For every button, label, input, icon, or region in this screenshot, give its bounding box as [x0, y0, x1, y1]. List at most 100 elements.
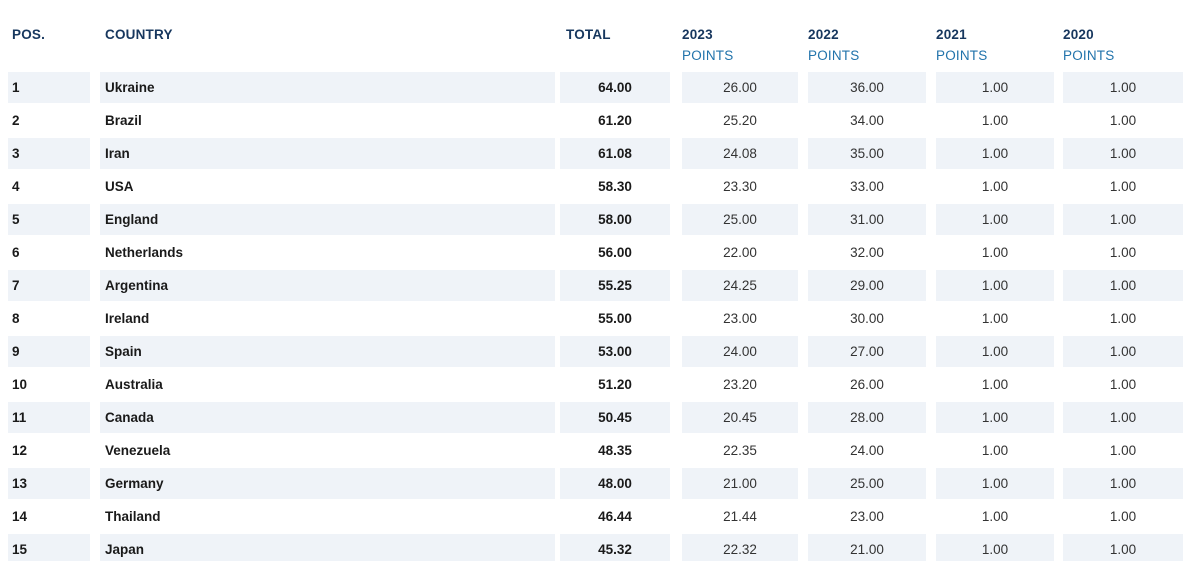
- total-points-cell: 58.30: [598, 179, 632, 194]
- total-points-cell: 56.00: [598, 245, 632, 260]
- points-2022-cell: 28.00: [808, 402, 926, 433]
- points-2020-cell: 1.00: [1109, 509, 1137, 524]
- table-row: 13 Germany 48.00 21.00 25.00 1.00 1.00: [0, 468, 1200, 499]
- column-header-2023-sublabel: POINTS: [682, 48, 734, 63]
- column-header-total-label: TOTAL: [566, 27, 611, 42]
- column-header-2023-points: 2023 POINTS: [682, 24, 798, 66]
- points-2020-cell: 1.00: [1063, 468, 1183, 499]
- points-2023-cell: 22.00: [723, 245, 757, 260]
- column-header-2021-points: 2021 POINTS: [936, 24, 1054, 66]
- table-row: 12 Venezuela 48.35 22.35 24.00 1.00 1.00: [0, 435, 1200, 466]
- points-2022-cell: 24.00: [850, 443, 884, 458]
- points-2023-cell: 25.00: [682, 204, 798, 235]
- points-2022-cell: 26.00: [850, 377, 884, 392]
- points-2022-cell: 33.00: [850, 179, 884, 194]
- points-2022-cell: 29.00: [808, 270, 926, 301]
- total-points-cell: 55.00: [598, 311, 632, 326]
- points-2021-cell: 1.00: [981, 245, 1009, 260]
- country-cell: Netherlands: [105, 245, 184, 260]
- position-cell: 2: [12, 113, 20, 128]
- points-2022-cell: 23.00: [850, 509, 884, 524]
- points-2020-cell: 1.00: [1109, 113, 1137, 128]
- total-points-cell: 61.20: [598, 113, 632, 128]
- points-2023-cell: 21.44: [723, 509, 757, 524]
- points-2023-cell: 26.00: [682, 72, 798, 103]
- table-row: 3 Iran 61.08 24.08 35.00 1.00 1.00: [0, 138, 1200, 169]
- table-row: 14 Thailand 46.44 21.44 23.00 1.00 1.00: [0, 501, 1200, 532]
- country-cell: Venezuela: [105, 443, 171, 458]
- table-row: 5 England 58.00 25.00 31.00 1.00 1.00: [0, 204, 1200, 235]
- total-points-cell: 45.32: [560, 534, 670, 561]
- points-2023-cell: 23.20: [723, 377, 757, 392]
- points-2023-cell: 22.35: [723, 443, 757, 458]
- position-cell: 4: [12, 179, 20, 194]
- position-cell: 12: [12, 443, 28, 458]
- total-points-cell: 50.45: [560, 402, 670, 433]
- points-2021-cell: 1.00: [936, 270, 1054, 301]
- column-header-country-label: COUNTRY: [105, 27, 173, 42]
- position-cell: 7: [8, 270, 90, 301]
- points-2020-cell: 1.00: [1063, 402, 1183, 433]
- points-2023-cell: 22.32: [682, 534, 798, 561]
- points-2020-cell: 1.00: [1063, 72, 1183, 103]
- points-2020-cell: 1.00: [1109, 443, 1137, 458]
- table-row: 1 Ukraine 64.00 26.00 36.00 1.00 1.00: [0, 72, 1200, 103]
- table-row: 4 USA 58.30 23.30 33.00 1.00 1.00: [0, 171, 1200, 202]
- points-2021-cell: 1.00: [981, 443, 1009, 458]
- points-2021-cell: 1.00: [981, 113, 1009, 128]
- country-cell: Canada: [100, 402, 555, 433]
- table-row: 2 Brazil 61.20 25.20 34.00 1.00 1.00: [0, 105, 1200, 136]
- column-header-2023-year: 2023: [682, 27, 713, 42]
- total-points-cell: 64.00: [560, 72, 670, 103]
- points-2021-cell: 1.00: [936, 336, 1054, 367]
- points-2022-cell: 30.00: [850, 311, 884, 326]
- points-2021-cell: 1.00: [936, 402, 1054, 433]
- table-row: 11 Canada 50.45 20.45 28.00 1.00 1.00: [0, 402, 1200, 433]
- points-2020-cell: 1.00: [1063, 534, 1183, 561]
- position-cell: 9: [8, 336, 90, 367]
- table-row: 7 Argentina 55.25 24.25 29.00 1.00 1.00: [0, 270, 1200, 301]
- points-2022-cell: 21.00: [808, 534, 926, 561]
- column-header-2021-year: 2021: [936, 27, 967, 42]
- points-2023-cell: 24.25: [682, 270, 798, 301]
- column-header-2020-points: 2020 POINTS: [1063, 24, 1183, 66]
- country-cell: Japan: [100, 534, 555, 561]
- country-cell: Argentina: [100, 270, 555, 301]
- points-2022-cell: 32.00: [850, 245, 884, 260]
- points-2021-cell: 1.00: [981, 311, 1009, 326]
- points-2023-cell: 21.00: [682, 468, 798, 499]
- column-header-2022-year: 2022: [808, 27, 839, 42]
- points-2023-cell: 20.45: [682, 402, 798, 433]
- points-2021-cell: 1.00: [936, 534, 1054, 561]
- points-2023-cell: 25.20: [723, 113, 757, 128]
- table-body: 1 Ukraine 64.00 26.00 36.00 1.00 1.00 2 …: [0, 72, 1200, 561]
- country-cell: USA: [105, 179, 134, 194]
- position-cell: 8: [12, 311, 20, 326]
- total-points-cell: 48.00: [560, 468, 670, 499]
- points-2021-cell: 1.00: [936, 72, 1054, 103]
- total-points-cell: 55.25: [560, 270, 670, 301]
- points-2020-cell: 1.00: [1063, 270, 1183, 301]
- country-cell: Thailand: [105, 509, 161, 524]
- country-cell: Australia: [105, 377, 163, 392]
- column-header-pos-label: POS.: [12, 27, 46, 42]
- position-cell: 1: [8, 72, 90, 103]
- column-header-pos: POS.: [8, 24, 90, 45]
- table-row: 10 Australia 51.20 23.20 26.00 1.00 1.00: [0, 369, 1200, 400]
- points-2021-cell: 1.00: [981, 377, 1009, 392]
- points-2023-cell: 23.30: [723, 179, 757, 194]
- total-points-cell: 48.35: [598, 443, 632, 458]
- country-cell: Ireland: [105, 311, 150, 326]
- table-row: 9 Spain 53.00 24.00 27.00 1.00 1.00: [0, 336, 1200, 367]
- table-header: POS. COUNTRY TOTAL 2023 POINTS 2022 POIN…: [0, 24, 1200, 66]
- points-2022-cell: 31.00: [808, 204, 926, 235]
- points-2021-cell: 1.00: [936, 204, 1054, 235]
- country-cell: Iran: [100, 138, 555, 169]
- country-cell: England: [100, 204, 555, 235]
- position-cell: 11: [8, 402, 90, 433]
- points-2022-cell: 34.00: [850, 113, 884, 128]
- table-row: 8 Ireland 55.00 23.00 30.00 1.00 1.00: [0, 303, 1200, 334]
- points-2022-cell: 27.00: [808, 336, 926, 367]
- position-cell: 15: [8, 534, 90, 561]
- total-points-cell: 61.08: [560, 138, 670, 169]
